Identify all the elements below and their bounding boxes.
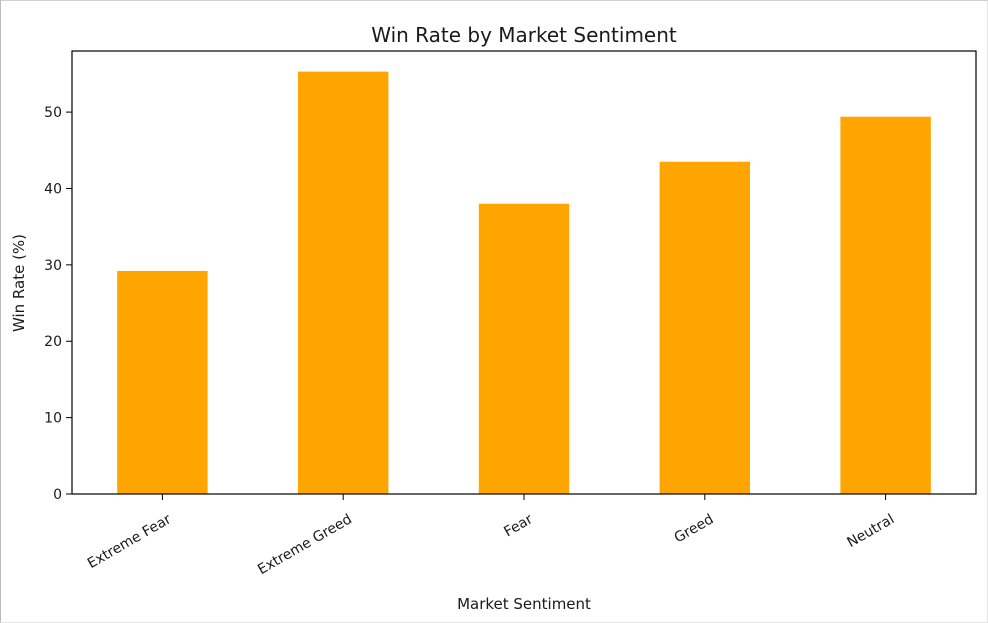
x-tick-label: Neutral bbox=[844, 511, 897, 551]
x-tick-label: Extreme Greed bbox=[255, 511, 355, 578]
y-tick-label: 10 bbox=[44, 411, 62, 427]
x-tick-label: Fear bbox=[501, 511, 535, 540]
bar-extreme-fear bbox=[117, 270, 208, 494]
x-tick-label: Greed bbox=[672, 511, 717, 546]
plot-area: 0 10 20 30 40 50 Extreme Fear Extreme Greed Fear… bbox=[44, 50, 977, 578]
y-tick-label: 0 bbox=[53, 487, 62, 503]
y-axis-label: Win Rate (%) bbox=[10, 234, 28, 332]
bar-greed bbox=[659, 161, 750, 494]
bar-fear bbox=[478, 203, 570, 494]
y-tick-label: 20 bbox=[44, 334, 62, 350]
y-tick-label: 30 bbox=[44, 258, 62, 274]
x-axis-label: Market Sentiment bbox=[457, 595, 591, 613]
y-tick-label: 40 bbox=[44, 181, 62, 197]
x-tick-label: Extreme Fear bbox=[85, 511, 174, 572]
chart-title: Win Rate by Market Sentiment bbox=[371, 23, 677, 47]
y-tick-label: 50 bbox=[44, 105, 62, 121]
bar-neutral bbox=[840, 116, 931, 494]
bar-extreme-greed bbox=[298, 71, 389, 495]
